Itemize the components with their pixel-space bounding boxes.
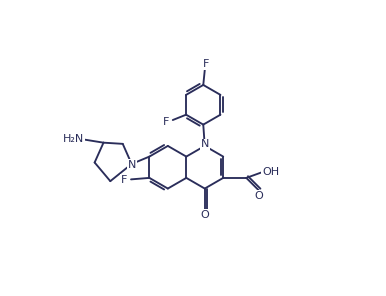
- Text: F: F: [121, 175, 128, 185]
- Text: N: N: [201, 139, 209, 149]
- Text: O: O: [200, 210, 209, 220]
- Text: N: N: [128, 160, 136, 170]
- Text: OH: OH: [262, 167, 279, 177]
- Text: F: F: [163, 117, 169, 126]
- Text: F: F: [203, 59, 210, 69]
- Text: O: O: [254, 191, 263, 201]
- Text: H₂N: H₂N: [63, 134, 85, 144]
